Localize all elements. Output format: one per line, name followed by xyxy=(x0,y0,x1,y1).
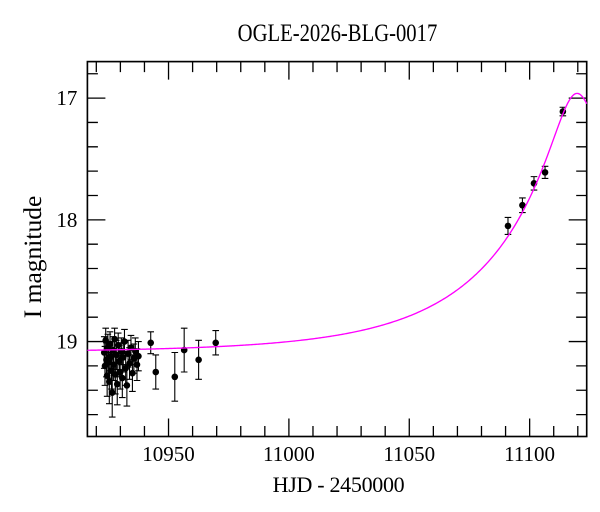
data-point-marker xyxy=(119,354,127,361)
data-point xyxy=(519,197,526,214)
data-point xyxy=(541,165,549,179)
plot-title: OGLE-2026-BLG-0017 xyxy=(237,18,438,47)
data-point-marker xyxy=(126,360,133,367)
data-point-marker xyxy=(106,340,114,348)
x-tick-label: 10950 xyxy=(142,442,195,466)
data-point-marker xyxy=(152,368,160,376)
data-point-marker xyxy=(133,361,141,368)
data-point xyxy=(113,362,121,406)
data-point-marker xyxy=(519,201,526,209)
data-point-marker xyxy=(195,356,202,364)
data-point-marker xyxy=(541,169,549,176)
y-tick-label: 17 xyxy=(56,86,77,110)
data-point-marker xyxy=(113,380,121,388)
data-point-marker xyxy=(119,374,126,382)
x-axis-label: HJD - 2450000 xyxy=(272,472,405,497)
x-tick-label: 11000 xyxy=(263,442,315,466)
x-tick-label: 11100 xyxy=(504,442,555,466)
data-point xyxy=(135,341,142,372)
y-tick-label: 18 xyxy=(56,208,77,232)
y-tick-label: 19 xyxy=(56,330,77,354)
data-point-marker xyxy=(123,382,131,389)
data-point xyxy=(212,330,220,356)
data-point-marker xyxy=(171,373,179,381)
data-point-marker xyxy=(504,222,512,230)
data-point-marker xyxy=(135,352,142,360)
data-point xyxy=(152,354,160,390)
data-point-marker xyxy=(121,338,128,345)
model-curve xyxy=(87,92,588,351)
data-point-marker xyxy=(108,389,116,396)
data-point xyxy=(171,351,179,402)
data-point xyxy=(123,364,131,407)
data-series xyxy=(100,106,567,418)
x-tick-label: 11050 xyxy=(383,442,435,466)
axis-ticks xyxy=(87,61,587,437)
data-point xyxy=(147,331,155,355)
plot-frame xyxy=(86,60,588,438)
data-point-marker xyxy=(147,339,155,347)
data-point-marker xyxy=(212,339,220,347)
data-point xyxy=(504,216,512,235)
data-point-marker xyxy=(124,350,132,358)
data-point-marker xyxy=(111,335,118,343)
